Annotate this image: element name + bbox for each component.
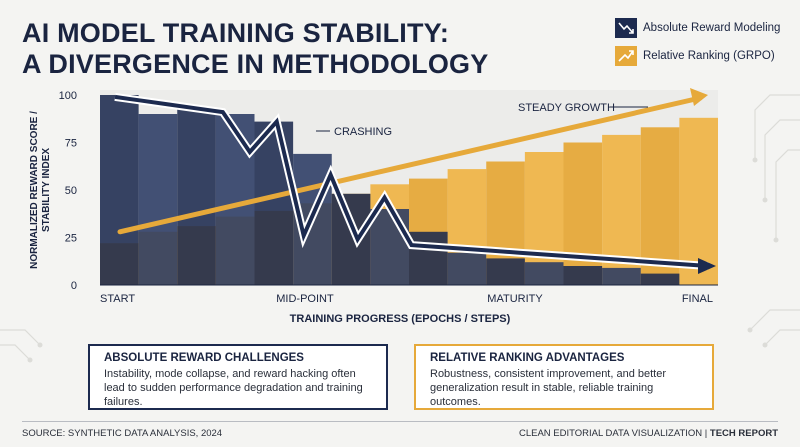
x-tick-label-1: MID-POINT — [276, 293, 334, 305]
footer-source: SOURCE: SYNTHETIC DATA ANALYSIS, 2024 — [22, 428, 223, 439]
legend-item-absolute: Absolute Reward Modeling — [615, 18, 787, 38]
panel-body-relative: Robustness, consistent improvement, and … — [430, 368, 667, 408]
x-tick-label-2: MATURITY — [487, 293, 543, 305]
trend-line-relative — [117, 95, 703, 235]
bar-absolute-11 — [524, 262, 564, 285]
legend: Absolute Reward Modeling Relative Rankin… — [615, 18, 787, 74]
y-tick-label-4: 100 — [59, 90, 77, 102]
trend-up-icon — [615, 46, 637, 66]
bar-absolute-14 — [640, 273, 680, 285]
bar-absolute-3 — [215, 114, 255, 285]
bar-absolute-1 — [138, 114, 178, 285]
y-tick-label-1: 25 — [65, 233, 77, 245]
annotation-crashing: CRASHING — [334, 126, 392, 138]
y-tick-label-2: 50 — [65, 185, 77, 197]
chart-plot: 0 25 50 75 100 START MID-POINT MATURITY FINAL TRA… — [29, 88, 718, 325]
bar-absolute-8 — [409, 231, 448, 285]
trend-down-icon — [615, 18, 637, 38]
footer-credit-bold: TECH REPORT — [709, 428, 778, 439]
bar-absolute-0 — [100, 95, 139, 285]
bar-relative-15 — [679, 117, 718, 285]
legend-item-relative: Relative Ranking (GRPO) — [615, 46, 787, 66]
x-tick-label-0: START — [100, 293, 135, 305]
legend-label-relative: Relative Ranking (GRPO) — [643, 50, 775, 62]
bar-absolute-9 — [447, 252, 487, 285]
bar-absolute-13 — [602, 267, 641, 285]
bar-absolute-6 — [331, 193, 371, 285]
y-tick-label-3: 75 — [65, 138, 77, 150]
footer-divider — [22, 421, 778, 422]
y-axis-title: NORMALIZED REWARD SCORE /STABILITY INDEX — [29, 111, 52, 269]
bar-absolute-2 — [177, 108, 216, 285]
panel-title-relative: RELATIVE RANKING ADVANTAGES — [430, 352, 625, 364]
bar-relative-12 — [563, 142, 603, 285]
bar-absolute-12 — [563, 266, 603, 285]
chart-title-line-1: AI MODEL TRAINING STABILITY: — [22, 18, 450, 48]
chart-title-line-2: A DIVERGENCE IN METHODOLOGY — [22, 49, 489, 79]
annotation-steady-growth: STEADY GROWTH — [518, 102, 615, 114]
chart-title: AI MODEL TRAINING STABILITY: A DIVERGENC… — [22, 18, 488, 80]
panel-body-absolute: Instability, mode collapse, and reward h… — [104, 368, 363, 408]
x-axis-title: TRAINING PROGRESS (EPOCHS / STEPS) — [290, 313, 511, 325]
footer-credit-text: CLEAN EDITORIAL DATA VISUALIZATION | — [518, 428, 710, 439]
trend-arrow-relative — [690, 88, 708, 106]
trend-line-absolute — [114, 94, 709, 268]
panel-relative-advantages: RELATIVE RANKING ADVANTAGES Robustness, … — [414, 344, 714, 410]
bar-absolute-10 — [486, 258, 525, 285]
legend-label-absolute: Absolute Reward Modeling — [643, 22, 781, 34]
footer-credit: CLEAN EDITORIAL DATA VISUALIZATION | TEC… — [519, 428, 778, 439]
x-tick-label-3: FINAL — [682, 293, 713, 305]
y-tick-label-0: 0 — [71, 280, 77, 292]
bar-absolute-7 — [370, 209, 409, 285]
trend-arrow-absolute — [698, 258, 716, 274]
panel-absolute-challenges: ABSOLUTE REWARD CHALLENGES Instability, … — [88, 344, 388, 410]
panel-title-absolute: ABSOLUTE REWARD CHALLENGES — [104, 352, 304, 364]
